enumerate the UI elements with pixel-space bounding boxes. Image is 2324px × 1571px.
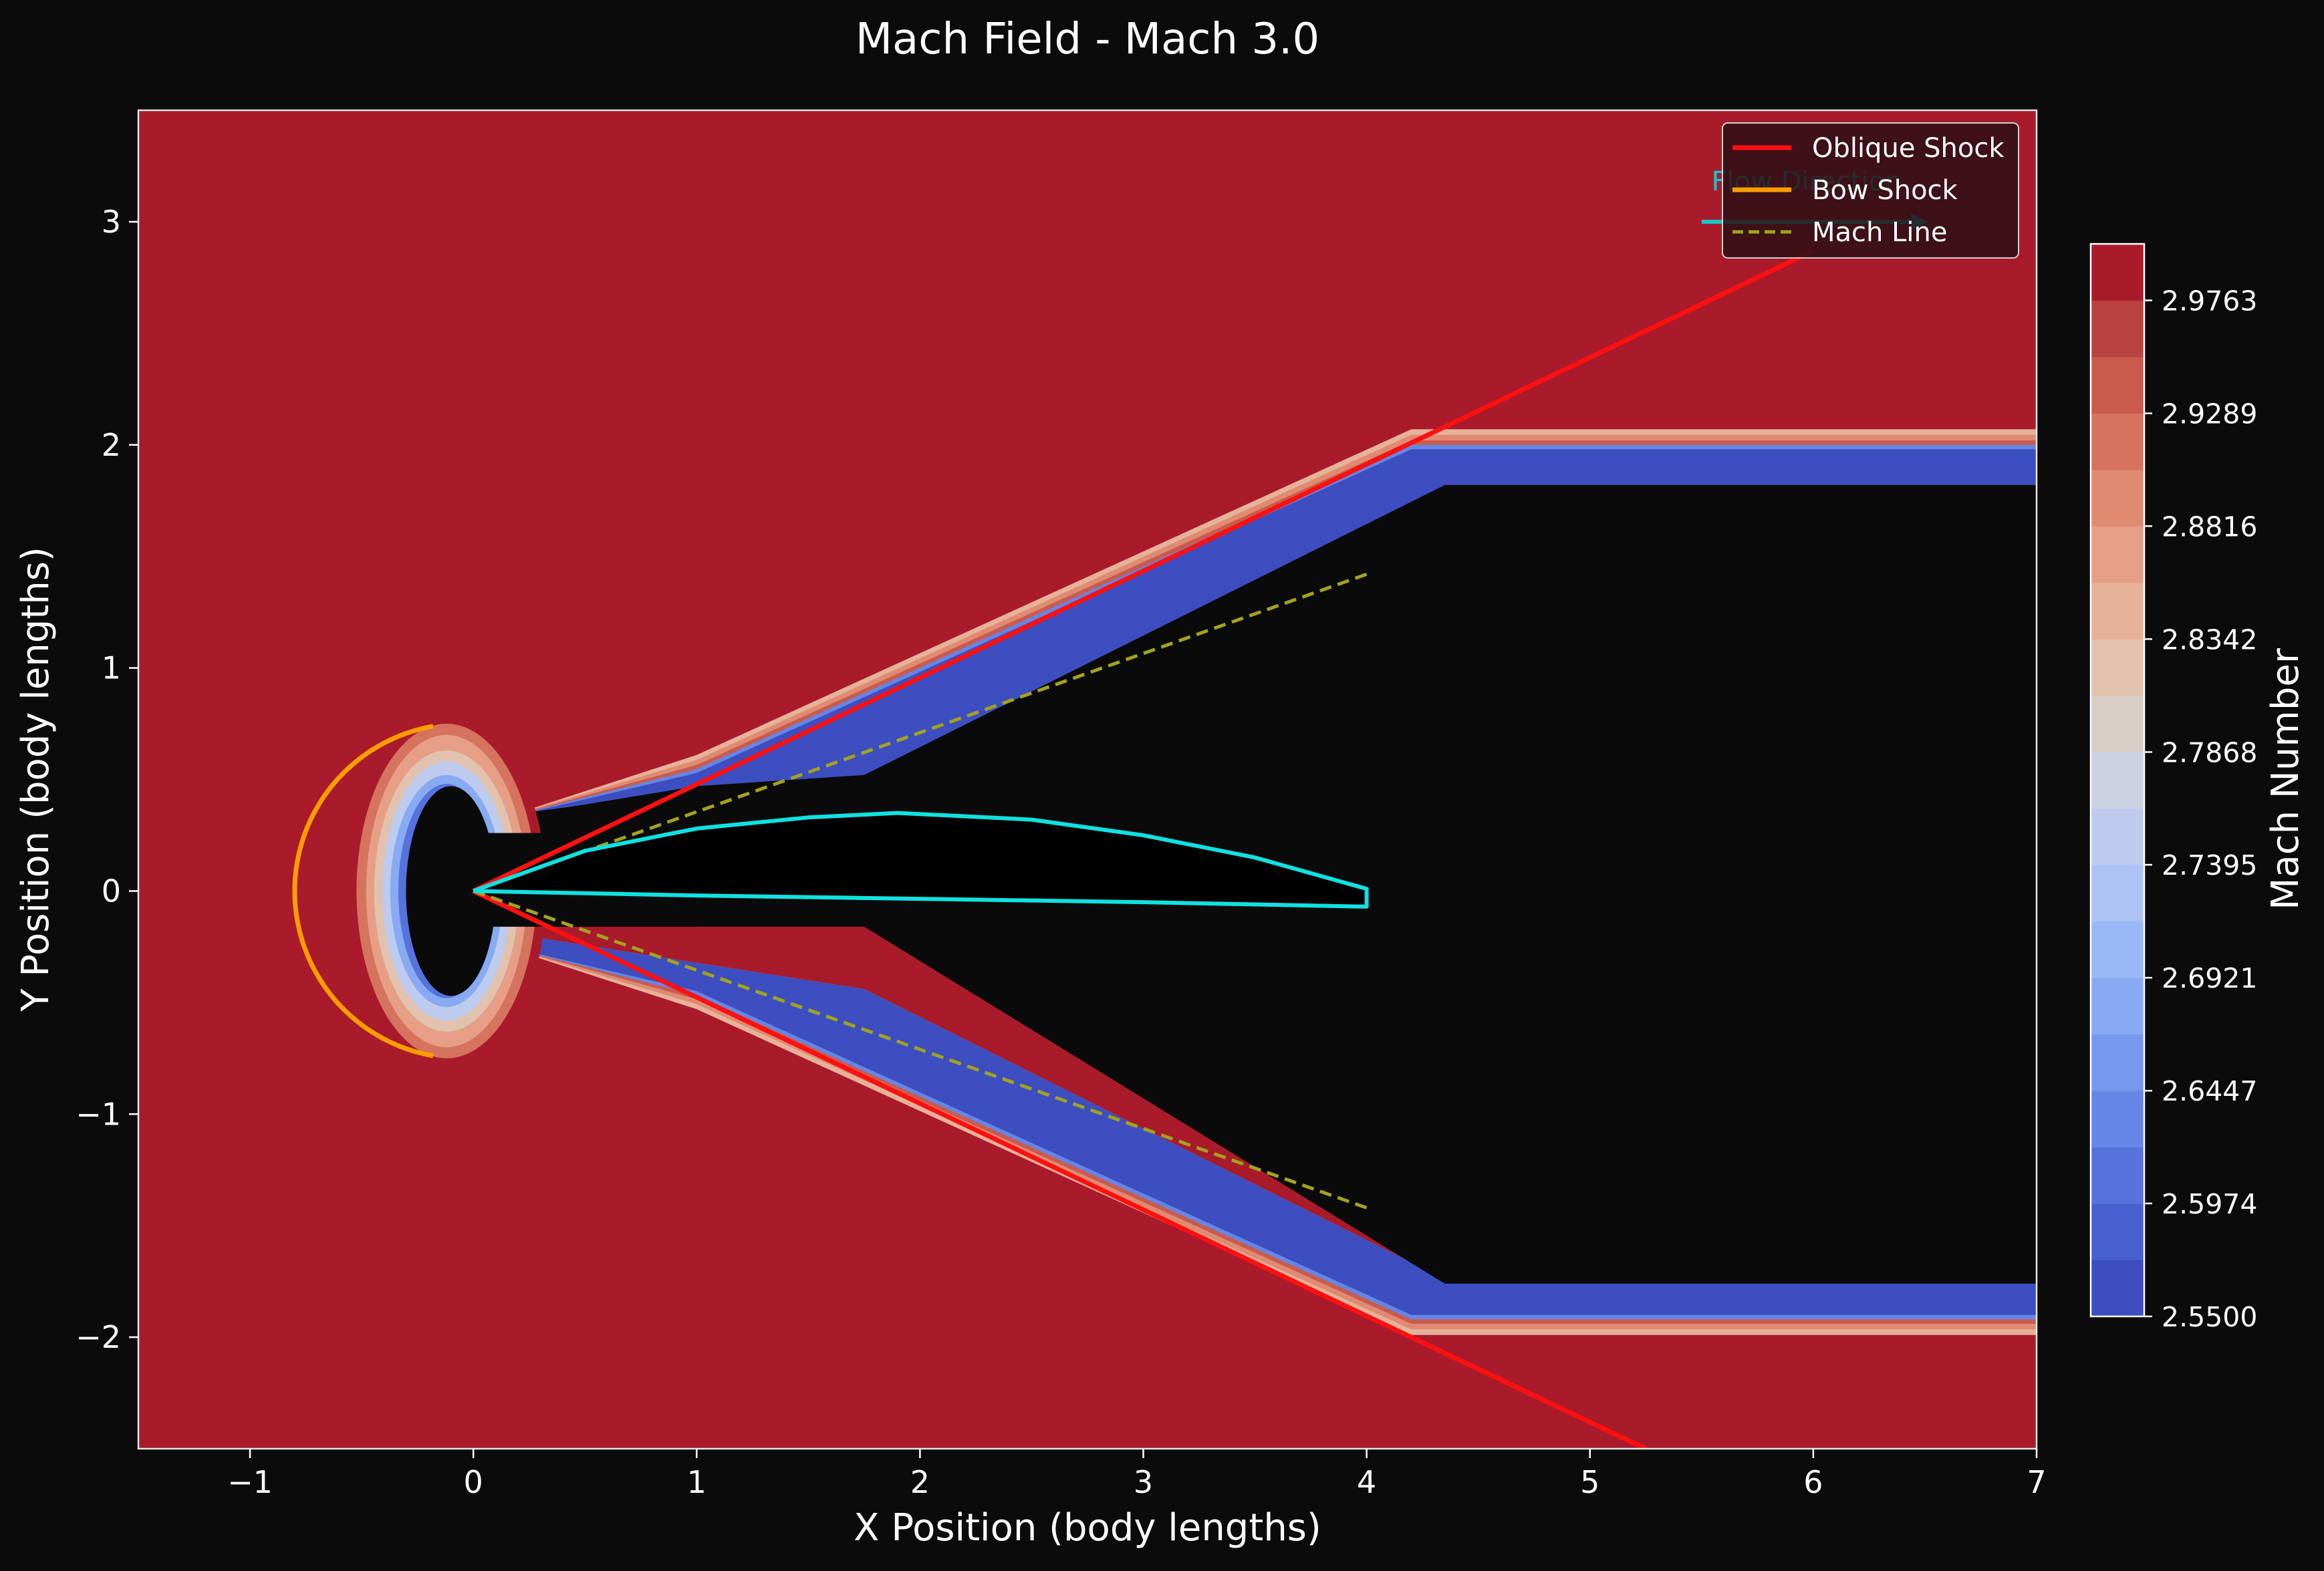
colorbar-level [2091, 356, 2144, 414]
colorbar-label: Mach Number [2264, 648, 2307, 910]
y-tick-label: 3 [102, 204, 121, 240]
y-tick-label: −2 [76, 1319, 121, 1355]
series-layer [292, 249, 1815, 1449]
colorbar-level [2091, 978, 2144, 1035]
colorbar-tick-label: 2.9289 [2162, 398, 2257, 430]
oblique-shock-line [472, 889, 1647, 1449]
mach-line-line [473, 573, 1368, 893]
x-tick-label: −1 [227, 1464, 273, 1500]
upper-band-contour [462, 449, 2037, 833]
y-tick-label: 1 [102, 650, 121, 686]
colorbar-level [2091, 1147, 2144, 1204]
chart-title: Mach Field - Mach 3.0 [856, 15, 1319, 64]
colorbar-level [2091, 865, 2144, 922]
colorbar-level [2091, 808, 2144, 865]
colorbar-tick-label: 2.6447 [2162, 1075, 2257, 1107]
x-tick-label: 6 [1803, 1464, 1823, 1500]
colorbar-level [2091, 244, 2144, 301]
colorbar-level [2091, 469, 2144, 527]
plot-frame [137, 109, 2038, 1450]
colorbar-level [2091, 526, 2144, 583]
colorbar-tick-label: 2.7395 [2162, 849, 2257, 881]
x-tick-label: 4 [1357, 1464, 1376, 1500]
x-tick-label: 3 [1134, 1464, 1153, 1500]
plot-area: Flow Direction [138, 110, 2037, 1449]
colorbar-level [2091, 752, 2144, 809]
colorbar-tick-label: 2.8342 [2162, 623, 2257, 656]
y-tick-label: 2 [102, 427, 121, 463]
y-tick-label: −1 [76, 1096, 121, 1132]
x-tick-label: 2 [910, 1464, 930, 1500]
y-tick-label: 0 [102, 873, 121, 909]
colorbar-tick-label: 2.7868 [2162, 736, 2257, 768]
bow-shock-arc [292, 724, 434, 1058]
colorbar-level [2091, 921, 2144, 978]
x-tick-label: 0 [464, 1464, 483, 1500]
colorbar-tick-label: 2.6921 [2162, 962, 2257, 994]
colorbar-level [2091, 413, 2144, 470]
colorbar-level [2091, 582, 2144, 639]
y-axis-label: Y Position (body lengths) [14, 547, 57, 1012]
colorbar-level [2091, 639, 2144, 696]
legend-label-bow-shock: Bow Shock [1812, 175, 1958, 206]
mach-line-line [473, 889, 1368, 1209]
colorbar-level [2091, 1034, 2144, 1091]
x-tick-label: 1 [687, 1464, 706, 1500]
legend-label-oblique-shock: Oblique Shock [1812, 133, 2005, 164]
y-axis: −2 −1 0 1 2 3 [76, 204, 138, 1355]
colorbar-level [2091, 695, 2144, 752]
colorbar-level [2091, 300, 2144, 358]
legend: Oblique Shock Bow Shock Mach Line [1722, 122, 2019, 259]
legend-label-mach-line: Mach Line [1812, 217, 1947, 248]
colorbar-tick-label: 2.8816 [2162, 511, 2257, 543]
x-axis-label: X Position (body lengths) [854, 1506, 1321, 1550]
colorbar-frame [2089, 243, 2146, 1318]
legend-box [1722, 122, 2019, 259]
colorbar-level [2091, 1091, 2144, 1148]
colorbar: 2.5500 2.5974 2.6447 2.6921 2.7395 2.7868 2.83… [2089, 243, 2257, 1333]
lower-band-contour [462, 931, 2037, 1315]
colorbar-tick-label: 2.5974 [2162, 1188, 2257, 1220]
colorbar-level [2091, 1203, 2144, 1261]
x-tick-label: 7 [2027, 1464, 2046, 1500]
colorbar-tick-label: 2.5500 [2162, 1301, 2257, 1333]
body-outline [473, 811, 1369, 909]
x-tick-label: 5 [1580, 1464, 1599, 1500]
colorbar-level [2091, 1260, 2144, 1317]
x-axis: −1 0 1 2 3 4 5 6 7 [227, 1449, 2047, 1500]
oblique-shock-line [472, 249, 1815, 893]
colorbar-tick-label: 2.9763 [2162, 285, 2257, 317]
